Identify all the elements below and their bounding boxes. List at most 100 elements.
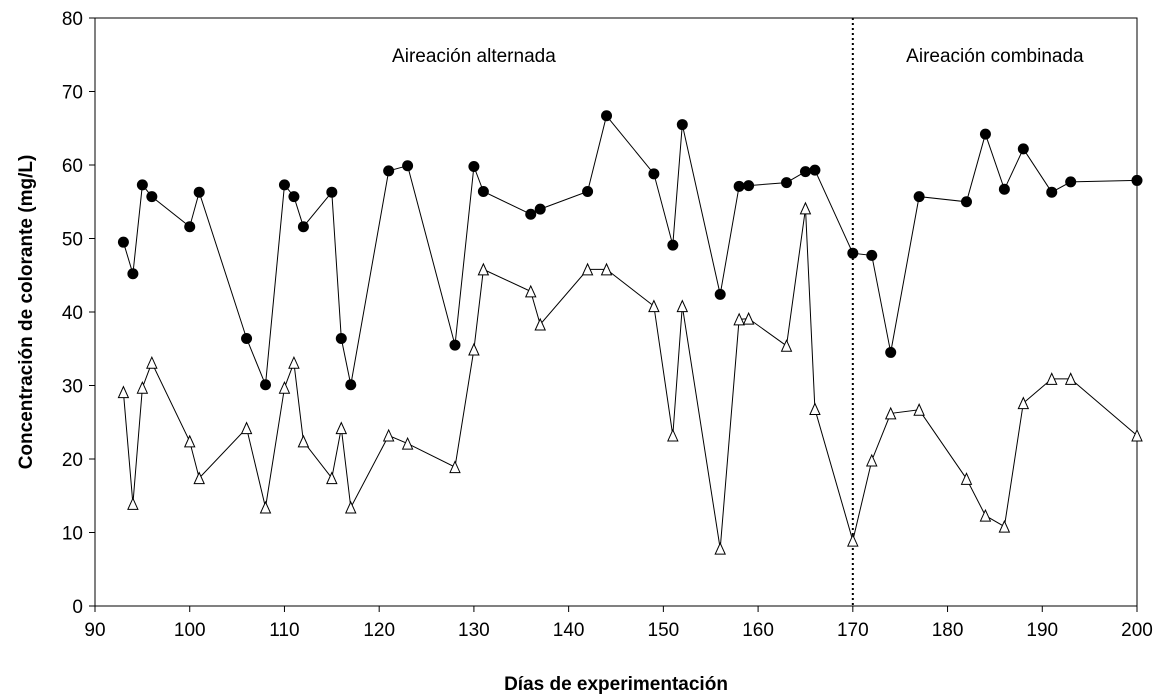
data-point-triangle	[714, 541, 726, 555]
data-point-triangle	[913, 403, 925, 416]
data-point-circle	[193, 186, 205, 198]
data-point-triangle	[1131, 428, 1143, 442]
data-point-circle	[136, 179, 148, 191]
data-point-circle	[278, 179, 290, 191]
y-tick-label: 60	[62, 156, 83, 177]
y-tick-label: 80	[62, 9, 83, 30]
data-point-triangle	[382, 428, 395, 442]
data-point-circle	[979, 128, 991, 140]
data-point-triangle	[799, 201, 812, 215]
data-point-circle	[1017, 143, 1029, 155]
data-point-triangle	[600, 262, 613, 276]
data-point-circle	[676, 119, 688, 131]
data-point-circle	[297, 221, 309, 233]
data-point-triangle	[581, 262, 594, 276]
data-point-circle	[449, 339, 461, 351]
data-point-circle	[667, 239, 679, 251]
data-point-triangle	[742, 311, 755, 325]
x-axis-title: Días de experimentación	[504, 674, 728, 695]
series-1	[117, 110, 1143, 391]
data-point-triangle	[1017, 396, 1030, 410]
data-point-triangle	[998, 519, 1011, 533]
series-layer	[117, 110, 1143, 555]
data-point-circle	[146, 191, 158, 203]
data-point-circle	[781, 177, 793, 189]
data-point-triangle	[117, 385, 130, 399]
y-tick-label: 20	[62, 450, 83, 471]
data-point-circle	[601, 110, 613, 122]
data-point-triangle	[667, 428, 679, 442]
data-point-circle	[345, 379, 357, 391]
data-point-circle	[525, 208, 537, 220]
y-tick-label: 10	[62, 524, 83, 545]
data-point-circle	[960, 196, 972, 208]
data-point-circle	[260, 379, 272, 391]
data-point-triangle	[1064, 372, 1077, 385]
data-point-triangle	[865, 453, 878, 467]
x-tick-label: 120	[363, 620, 395, 641]
series-2	[117, 201, 1143, 555]
annotations: Aireación alternada Aireación combinada	[392, 46, 1084, 67]
data-point-circle	[799, 166, 811, 178]
data-point-circle	[335, 332, 347, 344]
data-point-circle	[1046, 186, 1058, 198]
data-point-circle	[1131, 174, 1143, 186]
data-point-circle	[127, 268, 139, 280]
data-point-triangle	[676, 299, 689, 313]
data-point-circle	[847, 247, 859, 259]
data-point-circle	[468, 160, 480, 172]
data-point-triangle	[240, 421, 253, 435]
y-tick-label: 70	[62, 83, 83, 104]
data-point-triangle	[146, 356, 158, 369]
data-point-circle	[477, 185, 489, 197]
x-tick-label: 160	[742, 620, 774, 641]
data-point-triangle	[884, 406, 897, 420]
data-point-triangle	[335, 421, 348, 435]
data-point-triangle	[401, 436, 414, 450]
data-point-circle	[117, 236, 129, 248]
data-point-triangle	[477, 262, 490, 276]
data-point-triangle	[780, 339, 793, 352]
data-point-circle	[714, 288, 726, 300]
data-point-triangle	[809, 402, 821, 416]
y-axis-title: Concentración de colorante (mg/L)	[16, 155, 37, 470]
x-tick-label: 130	[458, 620, 490, 641]
data-point-triangle	[960, 472, 973, 485]
data-point-triangle	[326, 471, 338, 485]
x-tick-label: 170	[837, 620, 869, 641]
x-tick-label: 100	[174, 620, 206, 641]
data-point-circle	[733, 180, 745, 192]
plot-area	[94, 17, 1138, 607]
x-tick-label: 150	[648, 620, 680, 641]
data-point-triangle	[288, 356, 300, 369]
data-point-triangle	[193, 471, 205, 485]
data-point-triangle	[259, 500, 272, 514]
data-point-triangle	[524, 284, 537, 298]
data-point-triangle	[648, 299, 660, 313]
phase-annotation: Aireación alternada	[392, 46, 556, 67]
x-tick-label: 180	[932, 620, 964, 641]
data-point-triangle	[127, 497, 139, 510]
y-tick-label: 0	[72, 597, 83, 618]
data-point-circle	[866, 249, 878, 261]
data-point-circle	[809, 164, 821, 176]
data-point-circle	[743, 180, 755, 192]
data-point-triangle	[733, 312, 745, 326]
data-point-circle	[326, 186, 338, 198]
data-point-triangle	[183, 434, 196, 448]
data-point-circle	[913, 191, 925, 203]
data-point-triangle	[847, 533, 859, 547]
data-point-circle	[582, 185, 594, 197]
data-point-circle	[241, 332, 253, 344]
data-point-circle	[1065, 176, 1077, 188]
data-point-circle	[184, 221, 196, 233]
x-tick-label: 90	[84, 620, 105, 641]
x-tick-label: 200	[1121, 620, 1153, 641]
y-tick-label: 30	[62, 377, 83, 398]
phase-annotation: Aireación combinada	[906, 46, 1084, 67]
data-point-triangle	[278, 380, 291, 394]
x-tick-label: 140	[553, 620, 585, 641]
data-point-triangle	[1045, 372, 1058, 385]
data-point-circle	[885, 346, 897, 358]
x-axis-ticks: 90 100 110 120 130 140 150 160 170 180 190 200	[84, 606, 1153, 641]
